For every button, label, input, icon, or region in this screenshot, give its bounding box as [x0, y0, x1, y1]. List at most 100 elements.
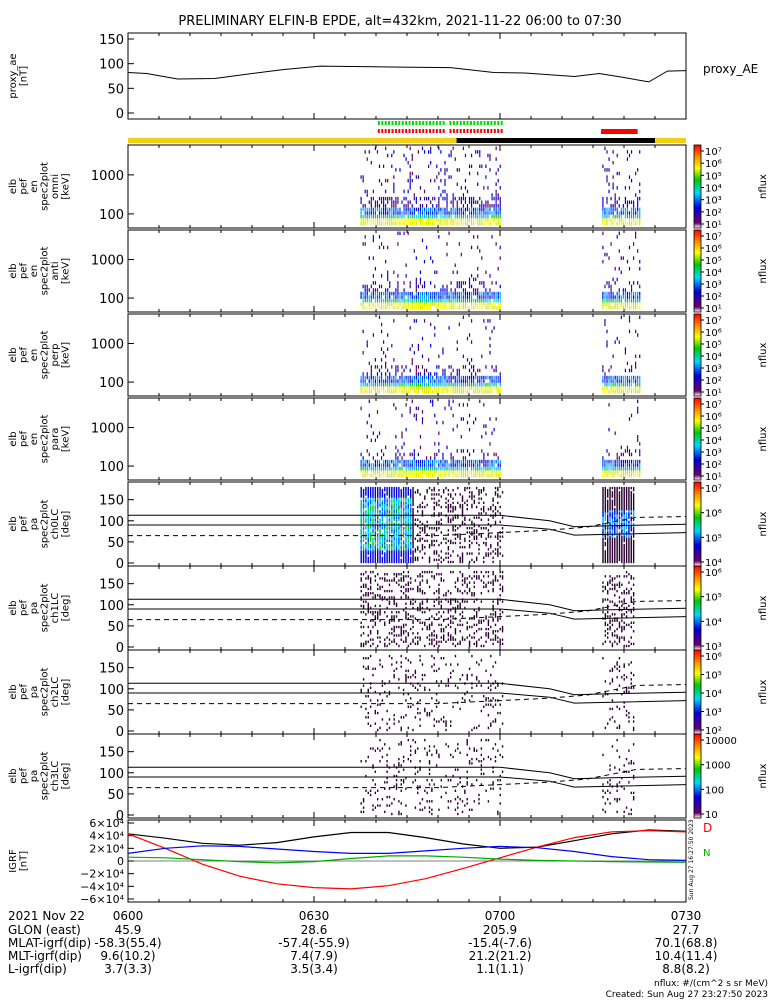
heatmap-cell	[398, 634, 400, 637]
heatmap-cell	[438, 499, 440, 502]
heatmap-cell	[395, 168, 397, 172]
heatmap-cell	[442, 459, 444, 464]
heatmap-cell	[389, 295, 391, 299]
heatmap-cell	[602, 298, 604, 303]
heatmap-cell	[364, 306, 366, 310]
heatmap-cell	[612, 375, 614, 380]
heatmap-cell	[607, 546, 609, 549]
heatmap-cell	[381, 518, 384, 521]
heatmap-cell	[475, 459, 477, 464]
heatmap-cell	[369, 585, 372, 589]
heatmap-cell	[481, 295, 483, 299]
heatmap-cell	[391, 365, 393, 369]
heatmap-cell	[398, 491, 400, 494]
heatmap-cell	[442, 390, 444, 394]
heatmap-cell	[452, 196, 454, 201]
heatmap-cell	[398, 495, 400, 498]
y-axis-label: [keV]	[61, 258, 72, 284]
heatmap-cell	[419, 218, 422, 222]
heatmap-cell	[499, 164, 501, 169]
heatmap-cell	[438, 449, 440, 453]
heatmap-cell	[608, 284, 610, 289]
heatmap-cell	[399, 302, 401, 306]
heatmap-cell	[635, 207, 637, 212]
heatmap-cell	[387, 298, 389, 303]
heatmap-cell	[462, 193, 464, 197]
heatmap-cell	[374, 375, 377, 380]
heatmap-cell	[369, 570, 372, 574]
heatmap-cell	[414, 636, 417, 639]
heatmap-cell	[466, 459, 469, 464]
heatmap-cell	[446, 470, 448, 474]
heatmap-cell	[602, 474, 604, 478]
heatmap-cell	[387, 214, 389, 219]
heatmap-cell	[391, 466, 393, 471]
heatmap-cell	[412, 516, 414, 519]
heatmap-cell	[360, 489, 362, 492]
heatmap-cell	[380, 329, 383, 334]
heatmap-cell	[403, 204, 405, 208]
heatmap-cell	[483, 222, 485, 226]
heatmap-cell	[366, 298, 368, 303]
heatmap-cell	[440, 211, 442, 215]
heatmap-cell	[499, 302, 501, 306]
heatmap-cell	[621, 537, 623, 540]
heatmap-cell	[435, 636, 438, 639]
heatmap-cell	[417, 372, 419, 376]
heatmap-cell	[468, 390, 471, 394]
heatmap-cell	[487, 535, 490, 538]
heatmap-cell	[459, 493, 461, 496]
heatmap-cell	[493, 196, 495, 201]
heatmap-cell	[602, 218, 604, 222]
heatmap-cell	[362, 379, 364, 383]
heatmap-cell	[362, 291, 364, 296]
heatmap-cell	[491, 204, 493, 208]
heatmap-cell	[372, 527, 374, 530]
heatmap-cell	[606, 386, 608, 390]
heatmap-cell	[446, 386, 448, 390]
heatmap-cell	[468, 535, 471, 538]
heatmap-cell	[616, 171, 618, 176]
heatmap-cell	[609, 554, 611, 557]
heatmap-cell	[438, 442, 440, 446]
heatmap-cell	[397, 474, 399, 478]
heatmap-cell	[360, 533, 362, 536]
heatmap-cell	[606, 379, 608, 383]
heatmap-cell	[450, 503, 452, 507]
heatmap-cell	[362, 207, 364, 212]
heatmap-cell	[623, 548, 625, 551]
heatmap-cell	[385, 365, 387, 369]
heatmap-cell	[360, 546, 362, 549]
heatmap-cell	[477, 306, 479, 310]
heatmap-cell	[367, 495, 369, 498]
heatmap-cell	[388, 560, 391, 564]
heatmap-cell	[433, 489, 435, 492]
colorbar-label: nflux	[758, 258, 769, 283]
heatmap-cell	[417, 491, 419, 494]
heatmap-cell	[448, 153, 450, 158]
heatmap-cell	[409, 533, 412, 536]
heatmap-cell	[393, 189, 395, 194]
heatmap-cell	[626, 474, 629, 478]
colorbar-tick-label: 10⁴	[705, 436, 722, 447]
heatmap-cell	[428, 207, 430, 212]
heatmap-cell	[364, 463, 366, 467]
heatmap-cell	[607, 489, 609, 492]
heatmap-cell	[430, 463, 432, 467]
heatmap-cell	[434, 463, 436, 467]
colorbar	[693, 397, 702, 481]
heatmap-cell	[387, 291, 389, 296]
heatmap-cell	[606, 178, 608, 183]
heatmap-cell	[403, 459, 405, 464]
heatmap-cell	[495, 182, 497, 186]
heatmap-cell	[481, 354, 483, 359]
heatmap-cell	[376, 474, 379, 478]
heatmap-cell	[419, 470, 422, 474]
heatmap-cell	[405, 520, 407, 524]
heatmap-cell	[368, 207, 370, 212]
heatmap-cell	[621, 558, 623, 562]
heatmap-cell	[489, 207, 491, 212]
heatmap-cell	[402, 497, 405, 500]
heatmap-cell	[384, 560, 386, 564]
heatmap-cell	[401, 466, 403, 471]
